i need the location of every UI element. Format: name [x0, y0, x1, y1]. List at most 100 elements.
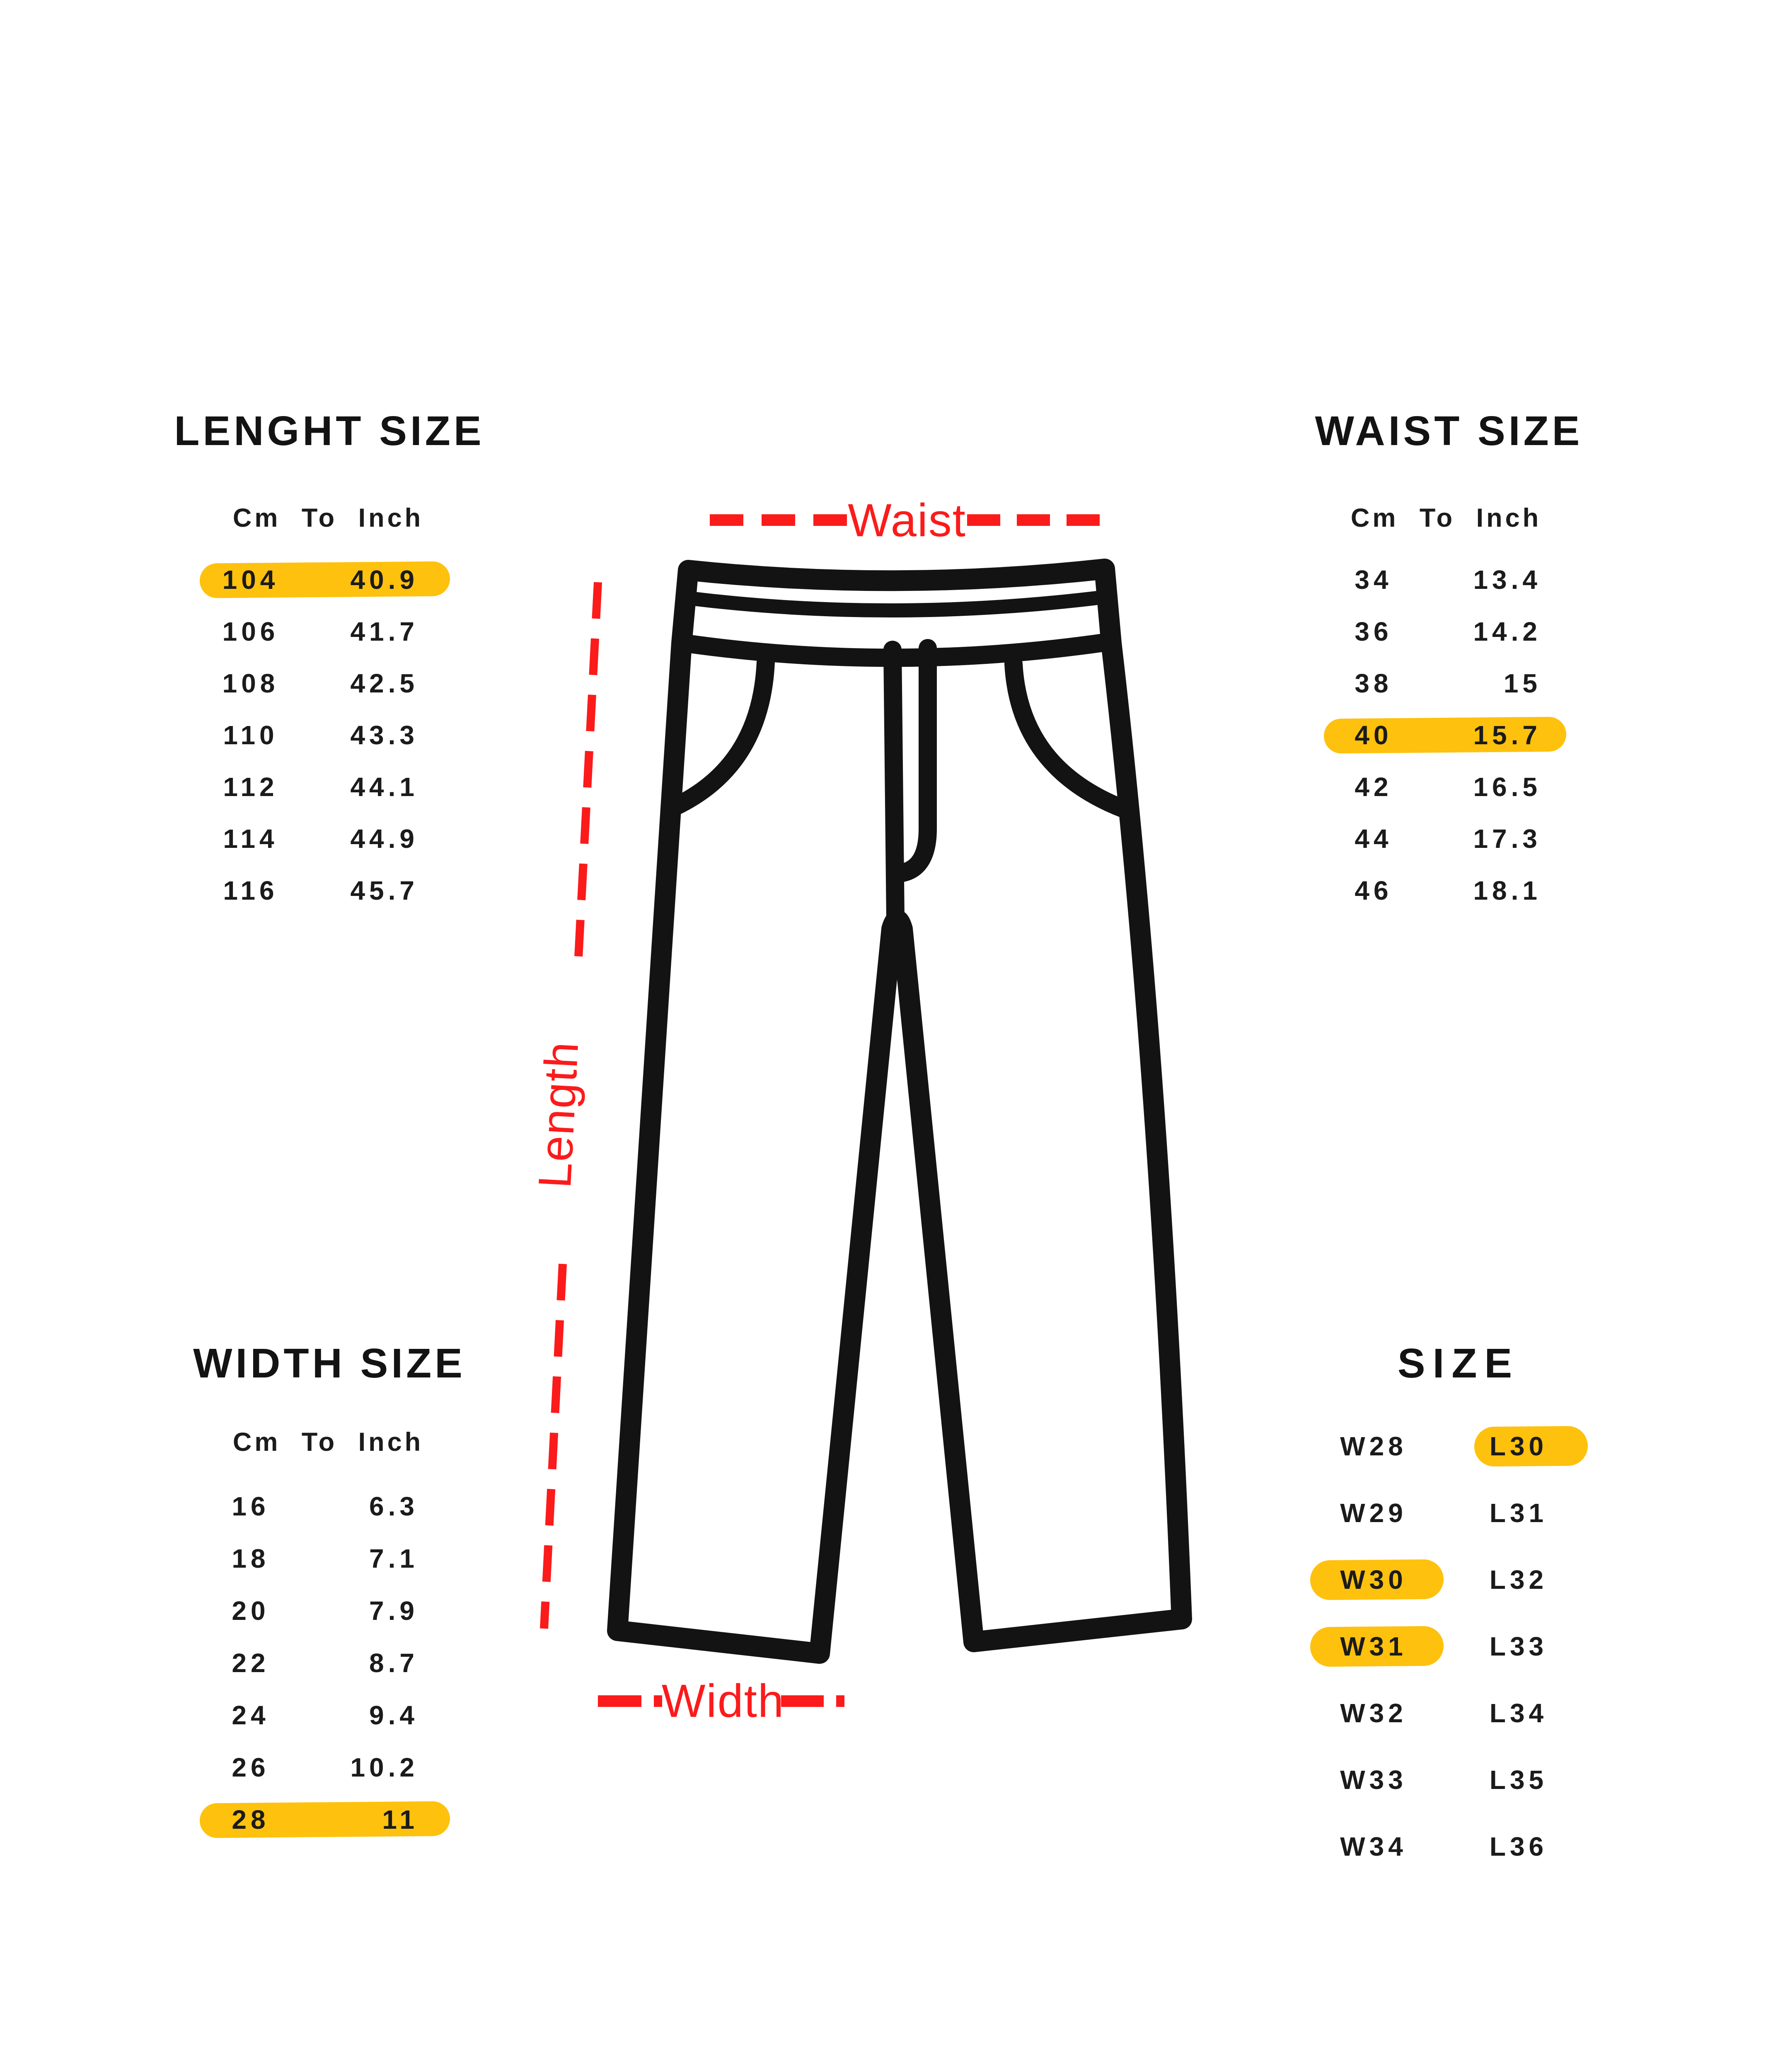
table-row: 110 43.3 — [178, 709, 468, 761]
pants-diagram: Waist Length Width — [530, 497, 1192, 1727]
cm-value: 16 — [232, 1491, 270, 1521]
table-row: W32 L34 — [1301, 1680, 1591, 1746]
cm-value: 40 — [1355, 720, 1393, 750]
inch-value: 14.2 — [1473, 616, 1541, 646]
table-row: 24 9.4 — [178, 1689, 468, 1741]
length-table: 104 40.9 106 41.7 108 42.5 110 43.3 112 … — [178, 554, 468, 916]
table-row: 40 15.7 — [1301, 709, 1591, 761]
width-table-header: Cm To Inch — [232, 1428, 424, 1457]
w-size-value: W30 — [1340, 1564, 1407, 1595]
w-size-value: W28 — [1340, 1431, 1407, 1461]
inch-value: 8.7 — [369, 1648, 418, 1678]
cm-value: 38 — [1355, 668, 1393, 698]
length-dash-line-top — [574, 582, 602, 966]
cm-value: 42 — [1355, 772, 1393, 802]
table-row: 44 17.3 — [1301, 813, 1591, 864]
inch-value: 44.9 — [350, 823, 418, 854]
l-size-value: L31 — [1489, 1498, 1548, 1528]
inch-value: 18.1 — [1473, 875, 1541, 905]
length-label: Length — [530, 1040, 588, 1190]
cm-value: 18 — [232, 1544, 270, 1573]
table-row: 34 13.4 — [1301, 554, 1591, 605]
waist-table-title: WAIST SIZE — [1315, 408, 1583, 454]
table-row: 16 6.3 — [178, 1480, 468, 1532]
cm-value: 108 — [222, 668, 279, 698]
l-size-value: L34 — [1489, 1698, 1548, 1728]
inch-value: 17.3 — [1473, 823, 1541, 854]
width-label: Width — [662, 1675, 784, 1727]
cm-value: 20 — [232, 1596, 270, 1626]
inch-value: 42.5 — [350, 668, 418, 698]
inch-value: 16.5 — [1473, 772, 1541, 802]
inch-value: 6.3 — [369, 1491, 418, 1521]
pants-outline-shape — [607, 559, 1192, 1664]
table-row: 112 44.1 — [178, 761, 468, 813]
inch-value: 11 — [382, 1805, 418, 1835]
l-size-value: L35 — [1489, 1765, 1548, 1795]
w-size-value: W32 — [1340, 1698, 1407, 1728]
cm-value: 110 — [223, 720, 278, 750]
table-row: 18 7.1 — [178, 1532, 468, 1585]
table-row: W34 L36 — [1301, 1813, 1591, 1880]
cm-value: 112 — [223, 772, 278, 802]
table-row: 38 15 — [1301, 657, 1591, 709]
inch-value: 15 — [1503, 668, 1541, 698]
l-size-value: L30 — [1489, 1431, 1548, 1461]
waistband-upper-seam — [683, 590, 1114, 618]
table-row: 28 11 — [178, 1794, 468, 1846]
inch-value: 43.3 — [350, 720, 418, 750]
table-row: 42 16.5 — [1301, 761, 1591, 813]
inch-value: 13.4 — [1473, 564, 1541, 595]
cm-value: 24 — [232, 1700, 270, 1730]
inch-value: 40.9 — [350, 564, 418, 595]
table-row: W29 L31 — [1301, 1479, 1591, 1546]
waist-label: Waist — [848, 497, 966, 546]
length-table-title: LENGHT SIZE — [174, 408, 485, 454]
inch-value: 45.7 — [350, 875, 418, 905]
cm-value: 22 — [232, 1648, 270, 1678]
inch-value: 7.1 — [369, 1544, 418, 1573]
table-row: 26 10.2 — [178, 1741, 468, 1794]
cm-value: 26 — [232, 1752, 270, 1782]
w-size-value: W33 — [1340, 1765, 1407, 1795]
table-row: 108 42.5 — [178, 657, 468, 709]
size-table: W28 L30 W29 L31 W30 L32 W31 L33 W32 L34 … — [1301, 1413, 1591, 1880]
cm-value: 114 — [223, 823, 278, 854]
l-size-value: L32 — [1489, 1564, 1548, 1595]
inch-value: 7.9 — [369, 1596, 418, 1626]
table-row: 116 45.7 — [178, 864, 468, 916]
table-row: 114 44.9 — [178, 813, 468, 864]
w-size-value: W29 — [1340, 1498, 1407, 1528]
size-table-title: SIZE — [1397, 1340, 1520, 1387]
width-table: 16 6.3 18 7.1 20 7.9 22 8.7 24 9.4 26 10… — [178, 1480, 468, 1846]
table-row: 22 8.7 — [178, 1637, 468, 1689]
inch-value: 9.4 — [369, 1700, 418, 1730]
inch-value: 44.1 — [350, 772, 418, 802]
cm-value: 28 — [232, 1805, 270, 1835]
table-row: W31 L33 — [1301, 1613, 1591, 1680]
cm-value: 106 — [222, 616, 279, 646]
length-table-header: Cm To Inch — [232, 503, 424, 533]
table-row: W30 L32 — [1301, 1546, 1591, 1613]
cm-value: 34 — [1355, 564, 1393, 595]
table-row: 106 41.7 — [178, 605, 468, 657]
w-size-value: W34 — [1340, 1831, 1407, 1861]
cm-value: 46 — [1355, 875, 1393, 905]
l-size-value: L33 — [1489, 1631, 1548, 1661]
table-row: 36 14.2 — [1301, 605, 1591, 657]
right-pocket-curve — [1004, 655, 1133, 818]
waist-table-header: Cm To Inch — [1350, 503, 1542, 533]
width-table-title: WIDTH SIZE — [193, 1340, 466, 1387]
table-row: 46 18.1 — [1301, 864, 1591, 916]
table-row: 20 7.9 — [178, 1585, 468, 1637]
cm-value: 44 — [1355, 823, 1393, 854]
left-pocket-curve — [663, 653, 775, 817]
l-size-value: L36 — [1489, 1831, 1548, 1861]
table-row: W28 L30 — [1301, 1413, 1591, 1479]
w-size-value: W31 — [1340, 1631, 1407, 1661]
inch-value: 41.7 — [350, 616, 418, 646]
inch-value: 10.2 — [350, 1752, 418, 1782]
cm-value: 116 — [223, 875, 278, 905]
length-dash-line-bottom — [540, 1264, 567, 1629]
